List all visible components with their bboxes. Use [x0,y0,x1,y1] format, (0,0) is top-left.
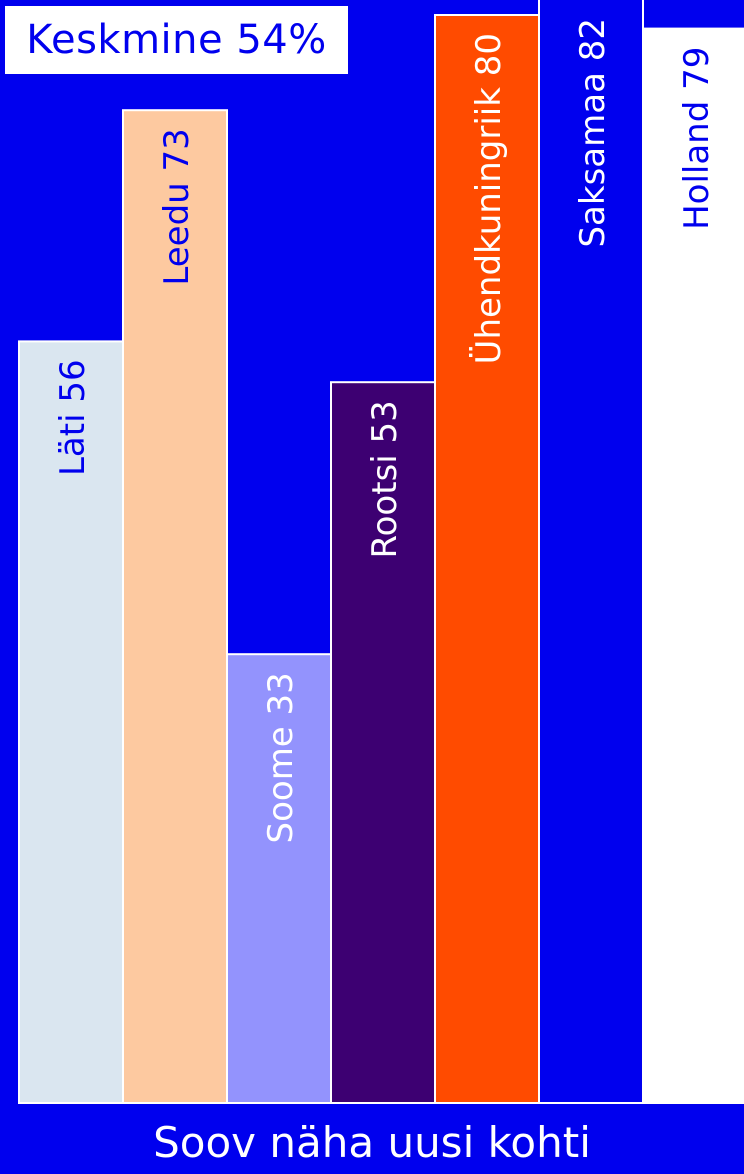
bar-ühendkuningriik [434,14,540,1104]
data-label-soome: Soome 33 [261,672,301,843]
data-label-saksamaa: Saksamaa 82 [573,18,613,248]
data-label-läti: Läti 56 [53,359,93,476]
bar-holland [642,27,744,1105]
data-label-rootsi: Rootsi 53 [365,400,405,558]
bar-soome [226,653,332,1104]
x-axis-label: Soov näha uusi kohti [153,1118,591,1167]
bar-rootsi [330,381,436,1104]
bar-leedu [122,109,228,1104]
data-label-ühendkuningriik: Ühendkuningriik 80 [468,33,509,364]
data-label-leedu: Leedu 73 [157,128,197,285]
average-badge: Keskmine 54% [5,6,348,74]
bar-saksamaa [538,0,644,1104]
bar-läti [18,340,124,1104]
average-label: Keskmine 54% [26,17,327,63]
data-label-holland: Holland 79 [677,47,717,230]
